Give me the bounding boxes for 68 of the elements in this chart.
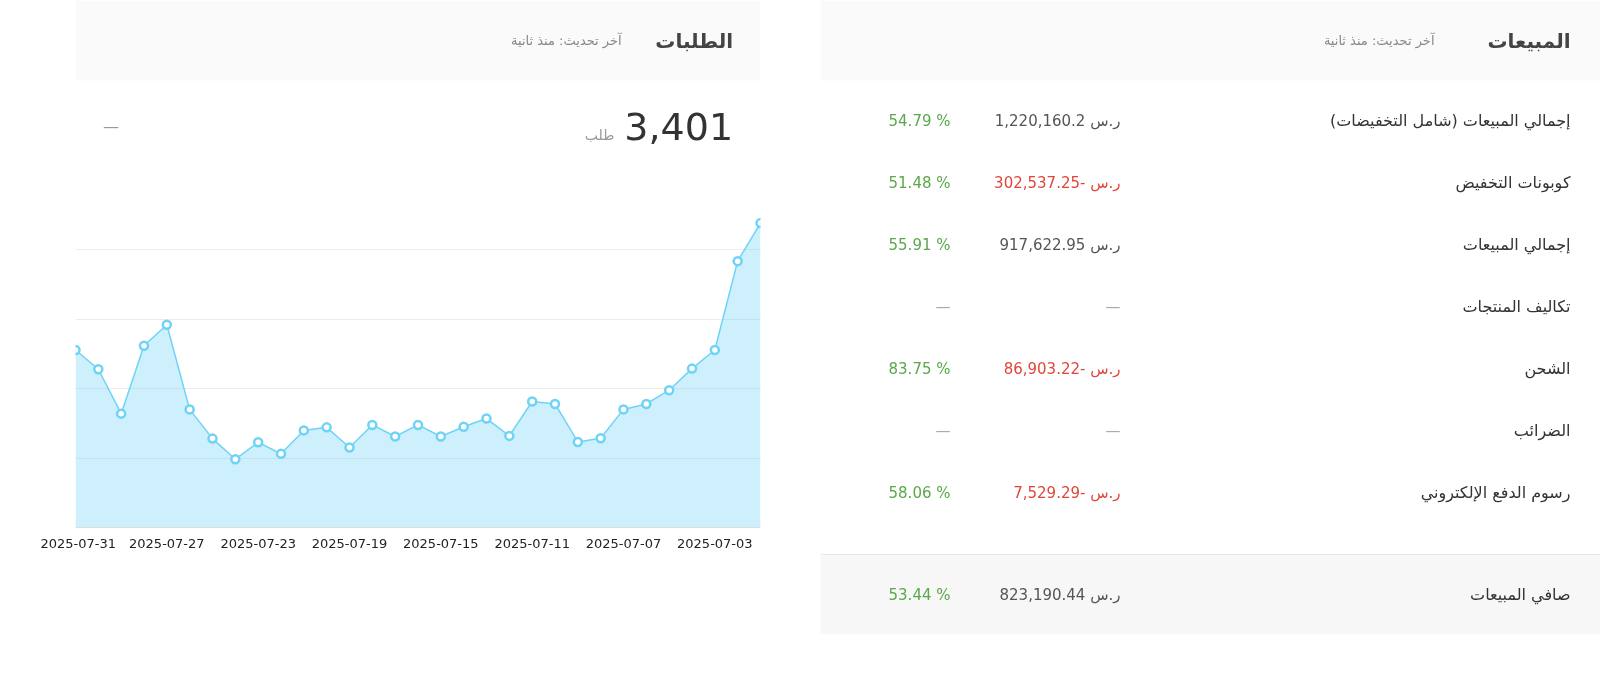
point	[138, 340, 150, 352]
text: المبيعات	[1487, 28, 1571, 53]
point	[663, 384, 675, 396]
point	[184, 404, 195, 415]
point	[207, 433, 218, 444]
point	[458, 421, 469, 432]
text: طلب	[584, 126, 615, 143]
text: ر.س -302,537.25	[994, 173, 1121, 192]
point	[618, 404, 629, 415]
point	[709, 344, 721, 356]
point	[686, 363, 698, 374]
point	[435, 431, 447, 442]
text: —	[102, 117, 119, 136]
text: رسوم الدفع الإلكتروني	[1420, 483, 1571, 503]
x-tick-label: 2025-07-31	[40, 535, 117, 551]
text: ر.س 1,220,160.2	[994, 111, 1121, 130]
text: 83.75 %	[888, 359, 951, 378]
text: 51.48 %	[888, 173, 951, 192]
x-tick-label: 2025-07-27	[129, 535, 205, 551]
point	[549, 398, 561, 410]
point	[595, 433, 606, 444]
x-tick-label: 2025-07-19	[311, 535, 388, 551]
text: 58.06 %	[888, 483, 951, 502]
point	[732, 255, 743, 267]
point	[572, 436, 584, 448]
text: 53.44 %	[888, 585, 951, 604]
chart-title: الطلبات	[655, 28, 734, 53]
point	[481, 413, 492, 424]
point	[641, 398, 652, 410]
text: ر.س -86,903.22	[1003, 359, 1121, 378]
x-tick-label: 2025-07-07	[585, 535, 662, 551]
text: آخر تحديث: منذ ثانية	[1323, 32, 1436, 49]
text: —	[1105, 421, 1121, 440]
x-tick-label: 2025-07-15	[403, 535, 479, 551]
point	[389, 431, 401, 442]
point	[275, 448, 287, 460]
text: إجمالي المبيعات (شامل التخفيضات)	[1330, 111, 1571, 131]
text: 54.79 %	[888, 111, 951, 130]
text: كوبونات التخفيض	[1455, 173, 1571, 193]
point	[344, 442, 355, 453]
chart-subtitle: آخر تحديث: منذ ثانية	[511, 32, 624, 49]
point	[230, 454, 241, 465]
text: ر.س 823,190.44	[999, 585, 1121, 604]
point	[367, 419, 378, 431]
point	[115, 408, 127, 419]
point	[504, 430, 515, 442]
point	[412, 419, 424, 431]
point	[321, 422, 332, 433]
text: الضرائب	[1513, 421, 1571, 441]
text: إجمالي المبيعات	[1462, 235, 1571, 255]
text: —	[935, 297, 951, 316]
x-tick-label: 2025-07-23	[220, 535, 296, 551]
point	[526, 396, 538, 407]
text: ر.س -7,529.29	[1013, 483, 1121, 502]
text: —	[935, 421, 951, 440]
point	[298, 425, 310, 436]
point	[161, 319, 173, 331]
text: ر.س 917,622.95	[999, 235, 1121, 254]
text: صافي المبيعات	[1470, 585, 1571, 605]
text: الشحن	[1524, 359, 1571, 379]
text: —	[1105, 297, 1121, 316]
text: تكاليف المنتجات	[1462, 297, 1571, 316]
text: 55.91 %	[888, 235, 951, 254]
x-tick-label: 2025-07-03	[677, 535, 753, 551]
x-tick-label: 2025-07-11	[494, 535, 570, 551]
point	[252, 437, 264, 448]
text: 3,401	[624, 105, 734, 149]
point	[93, 363, 104, 375]
